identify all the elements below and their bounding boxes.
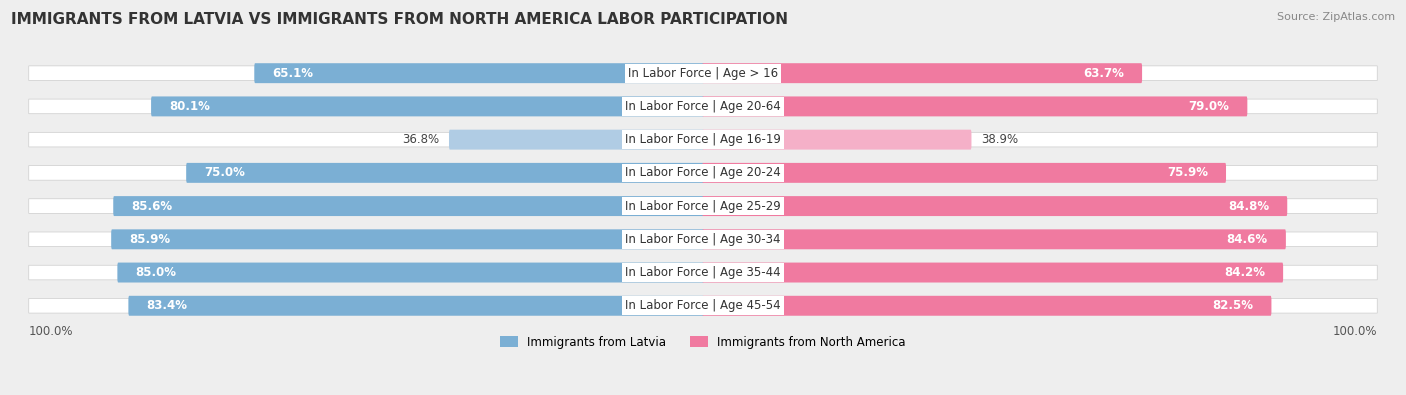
FancyBboxPatch shape bbox=[111, 229, 704, 249]
Text: In Labor Force | Age 20-24: In Labor Force | Age 20-24 bbox=[626, 166, 780, 179]
Text: IMMIGRANTS FROM LATVIA VS IMMIGRANTS FROM NORTH AMERICA LABOR PARTICIPATION: IMMIGRANTS FROM LATVIA VS IMMIGRANTS FRO… bbox=[11, 12, 789, 27]
FancyBboxPatch shape bbox=[128, 296, 704, 316]
FancyBboxPatch shape bbox=[28, 166, 1378, 180]
Text: 100.0%: 100.0% bbox=[1333, 325, 1378, 338]
FancyBboxPatch shape bbox=[702, 96, 1247, 117]
Text: 82.5%: 82.5% bbox=[1212, 299, 1253, 312]
FancyBboxPatch shape bbox=[702, 296, 1271, 316]
FancyBboxPatch shape bbox=[28, 232, 1378, 246]
Text: 65.1%: 65.1% bbox=[273, 67, 314, 80]
Text: 83.4%: 83.4% bbox=[146, 299, 187, 312]
FancyBboxPatch shape bbox=[28, 299, 1378, 313]
Text: 85.0%: 85.0% bbox=[135, 266, 176, 279]
FancyBboxPatch shape bbox=[449, 130, 704, 150]
Text: 63.7%: 63.7% bbox=[1083, 67, 1123, 80]
FancyBboxPatch shape bbox=[702, 229, 1286, 249]
FancyBboxPatch shape bbox=[28, 132, 1378, 147]
FancyBboxPatch shape bbox=[254, 63, 704, 83]
Text: 79.0%: 79.0% bbox=[1188, 100, 1229, 113]
Legend: Immigrants from Latvia, Immigrants from North America: Immigrants from Latvia, Immigrants from … bbox=[495, 331, 911, 353]
FancyBboxPatch shape bbox=[117, 263, 704, 282]
Text: In Labor Force | Age 16-19: In Labor Force | Age 16-19 bbox=[626, 133, 780, 146]
FancyBboxPatch shape bbox=[702, 163, 1226, 183]
FancyBboxPatch shape bbox=[28, 265, 1378, 280]
Text: 38.9%: 38.9% bbox=[981, 133, 1018, 146]
Text: 80.1%: 80.1% bbox=[169, 100, 209, 113]
FancyBboxPatch shape bbox=[186, 163, 704, 183]
Text: 84.2%: 84.2% bbox=[1225, 266, 1265, 279]
Text: 85.6%: 85.6% bbox=[131, 199, 173, 213]
Text: 85.9%: 85.9% bbox=[129, 233, 170, 246]
FancyBboxPatch shape bbox=[28, 99, 1378, 114]
Text: In Labor Force | Age 25-29: In Labor Force | Age 25-29 bbox=[626, 199, 780, 213]
Text: 84.8%: 84.8% bbox=[1227, 199, 1270, 213]
Text: 84.6%: 84.6% bbox=[1226, 233, 1268, 246]
Text: In Labor Force | Age > 16: In Labor Force | Age > 16 bbox=[628, 67, 778, 80]
FancyBboxPatch shape bbox=[702, 63, 1142, 83]
FancyBboxPatch shape bbox=[114, 196, 704, 216]
FancyBboxPatch shape bbox=[150, 96, 704, 117]
Text: 36.8%: 36.8% bbox=[402, 133, 440, 146]
Text: In Labor Force | Age 20-64: In Labor Force | Age 20-64 bbox=[626, 100, 780, 113]
Text: 75.9%: 75.9% bbox=[1167, 166, 1208, 179]
FancyBboxPatch shape bbox=[702, 130, 972, 150]
FancyBboxPatch shape bbox=[28, 199, 1378, 213]
Text: In Labor Force | Age 45-54: In Labor Force | Age 45-54 bbox=[626, 299, 780, 312]
Text: Source: ZipAtlas.com: Source: ZipAtlas.com bbox=[1277, 12, 1395, 22]
FancyBboxPatch shape bbox=[702, 196, 1288, 216]
Text: 100.0%: 100.0% bbox=[28, 325, 73, 338]
Text: 75.0%: 75.0% bbox=[204, 166, 245, 179]
Text: In Labor Force | Age 35-44: In Labor Force | Age 35-44 bbox=[626, 266, 780, 279]
FancyBboxPatch shape bbox=[702, 263, 1284, 282]
Text: In Labor Force | Age 30-34: In Labor Force | Age 30-34 bbox=[626, 233, 780, 246]
FancyBboxPatch shape bbox=[28, 66, 1378, 81]
